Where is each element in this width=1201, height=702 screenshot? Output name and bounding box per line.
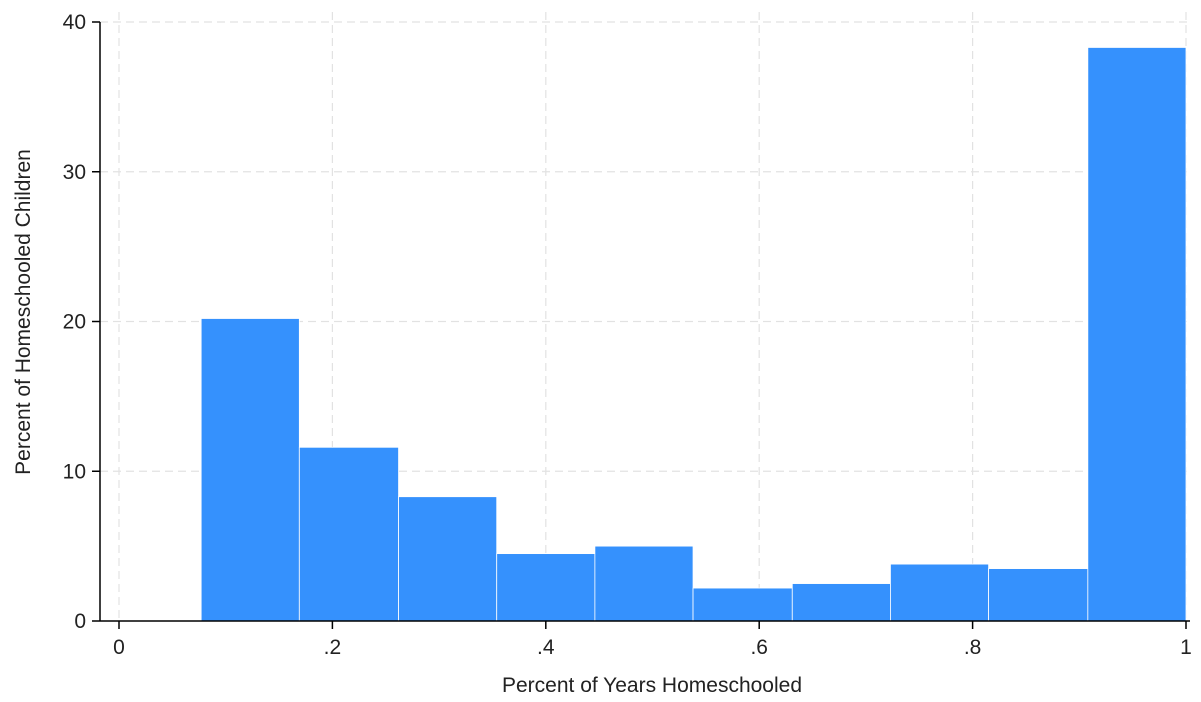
- histogram-bar-4: [594, 545, 694, 622]
- histogram-bar-7: [890, 563, 990, 622]
- histogram-bar-0: [200, 318, 300, 622]
- x-tick-label-5: 1: [1180, 636, 1192, 659]
- y-axis-ticks: 0 10 20 30 40: [63, 11, 100, 633]
- y-tick-label-4: 40: [63, 11, 86, 34]
- x-tick-label-0: 0: [113, 636, 125, 659]
- x-tick-label-1: .2: [324, 636, 342, 659]
- y-tick-label-2: 20: [63, 311, 86, 334]
- y-tick-label-3: 30: [63, 161, 86, 184]
- histogram-bar-6: [791, 583, 891, 622]
- histogram-bar-3: [496, 553, 596, 622]
- y-axis-title: Percent of Homeschooled Children: [12, 149, 35, 475]
- y-tick-label-1: 10: [63, 460, 86, 483]
- histogram-bar-8: [988, 568, 1089, 622]
- x-tick-label-2: .4: [537, 636, 555, 659]
- histogram-bar-9: [1087, 47, 1187, 622]
- histogram-bar-1: [298, 446, 399, 622]
- histogram-bars: [200, 47, 1187, 622]
- x-tick-label-4: .8: [964, 636, 982, 659]
- x-axis-ticks: 0 .2 .4 .6 .8 1: [113, 621, 1192, 659]
- x-tick-label-3: .6: [750, 636, 768, 659]
- x-axis-title: Percent of Years Homeschooled: [502, 674, 802, 697]
- histogram-bar-5: [692, 587, 793, 622]
- y-tick-label-0: 0: [74, 610, 86, 633]
- histogram-bar-2: [398, 496, 498, 622]
